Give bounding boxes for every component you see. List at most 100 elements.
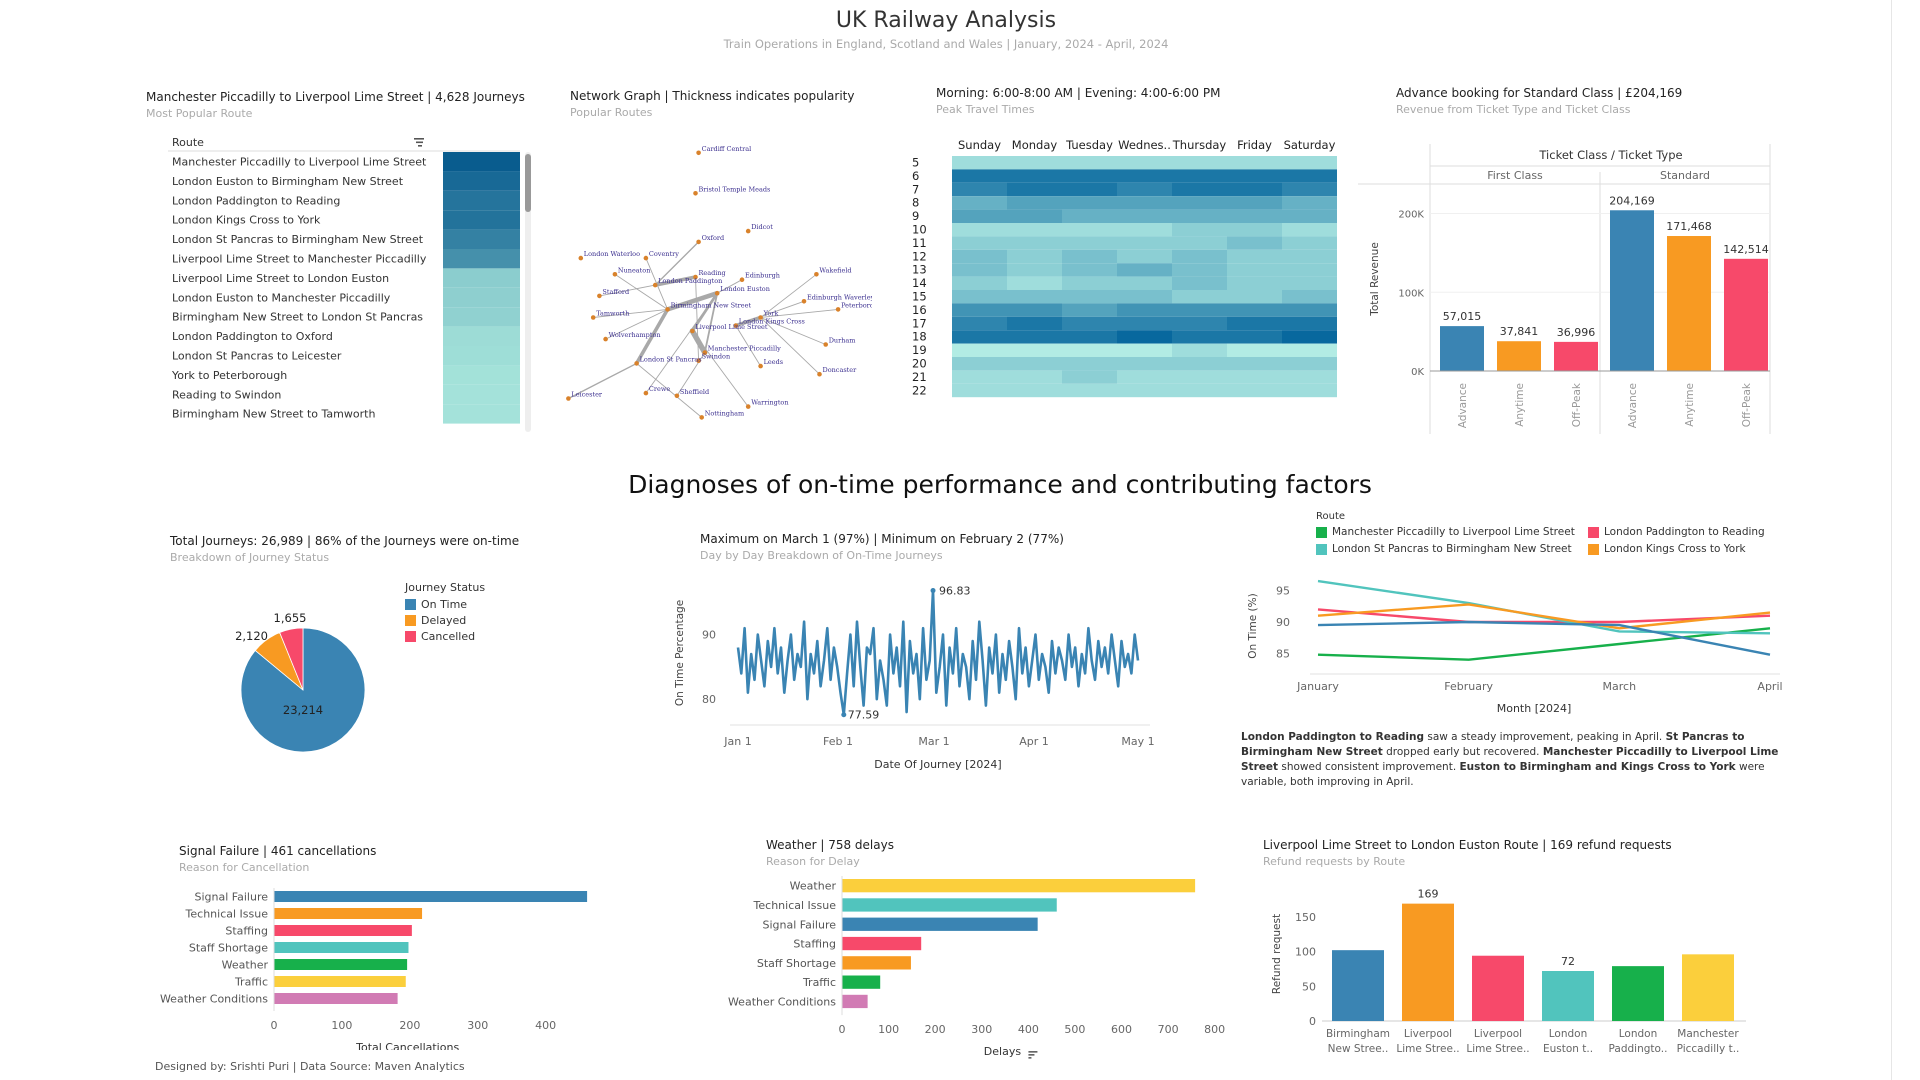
heatmap-cell[interactable] (1062, 290, 1117, 304)
heatmap-cell[interactable] (1227, 383, 1282, 398)
legend-cancelled[interactable]: Cancelled (405, 630, 485, 643)
network-node[interactable] (665, 307, 670, 312)
heatmap-cell[interactable] (952, 196, 1007, 210)
heatmap-cell[interactable] (1282, 316, 1337, 331)
network-node[interactable] (758, 363, 763, 369)
route-cell[interactable] (443, 287, 520, 308)
network-node[interactable] (814, 272, 819, 277)
route-cell[interactable] (443, 152, 520, 172)
heatmap-cell[interactable] (1117, 223, 1172, 237)
bar[interactable] (842, 898, 1057, 912)
heatmap-cell[interactable] (1007, 249, 1062, 264)
heatmap-cell[interactable] (1227, 330, 1282, 344)
heatmap-cell[interactable] (1117, 182, 1172, 197)
heatmap-cell[interactable] (1007, 370, 1062, 384)
heatmap-cell[interactable] (1007, 156, 1062, 170)
revenue-bar[interactable] (1440, 326, 1484, 371)
route-cell[interactable] (443, 229, 520, 249)
route-cell[interactable] (443, 210, 520, 230)
heatmap-cell[interactable] (1282, 156, 1337, 170)
heatmap-cell[interactable] (1007, 236, 1062, 250)
heatmap-cell[interactable] (1117, 263, 1172, 277)
network-node[interactable] (699, 415, 704, 420)
heatmap-cell[interactable] (1227, 357, 1282, 371)
bar[interactable] (842, 956, 911, 970)
heatmap-cell[interactable] (1062, 316, 1117, 331)
heatmap-cell[interactable] (1062, 182, 1117, 197)
heatmap-cell[interactable] (1172, 343, 1227, 357)
heatmap-cell[interactable] (1007, 290, 1062, 304)
heatmap-cell[interactable] (1282, 383, 1337, 398)
heatmap-cell[interactable] (1282, 182, 1337, 197)
heatmap-cell[interactable] (1007, 263, 1062, 277)
bar[interactable] (274, 976, 406, 987)
heatmap-cell[interactable] (952, 182, 1007, 197)
network-node[interactable] (643, 390, 649, 396)
heatmap-cell[interactable] (1282, 169, 1337, 183)
heatmap-cell[interactable] (1227, 156, 1282, 170)
heatmap-cell[interactable] (1227, 290, 1282, 304)
network-node[interactable] (758, 315, 763, 320)
legend-route-manchester[interactable]: Manchester Piccadilly to Liverpool Lime … (1316, 526, 1588, 538)
bar[interactable] (274, 908, 423, 919)
refund-bar[interactable] (1332, 950, 1384, 1021)
heatmap-cell[interactable] (952, 290, 1007, 304)
heatmap-cell[interactable] (1062, 236, 1117, 250)
bar[interactable] (274, 993, 398, 1004)
legend-on-time[interactable]: On Time (405, 598, 485, 611)
bar[interactable] (842, 975, 881, 989)
heatmap-cell[interactable] (1227, 182, 1282, 197)
heatmap-cell[interactable] (1117, 330, 1172, 344)
refund-bar[interactable] (1682, 954, 1734, 1021)
refund-bar[interactable] (1402, 903, 1454, 1021)
network-node[interactable] (739, 277, 745, 282)
heatmap-cell[interactable] (1007, 182, 1062, 197)
heatmap-cell[interactable] (1062, 370, 1117, 384)
heatmap-cell[interactable] (1062, 249, 1117, 264)
heatmap-cell[interactable] (1062, 343, 1117, 357)
heatmap-cell[interactable] (952, 316, 1007, 331)
heatmap-cell[interactable] (1282, 303, 1337, 317)
heatmap-cell[interactable] (952, 249, 1007, 264)
network-node[interactable] (693, 274, 698, 280)
heatmap-cell[interactable] (1172, 276, 1227, 290)
heatmap-cell[interactable] (952, 236, 1007, 250)
heatmap-cell[interactable] (1172, 182, 1227, 197)
network-node[interactable] (652, 282, 658, 288)
heatmap-cell[interactable] (1227, 276, 1282, 290)
refund-bar[interactable] (1542, 971, 1594, 1021)
monthly-series-line[interactable] (1317, 620, 1771, 656)
network-node[interactable] (590, 315, 596, 320)
daily-max-point[interactable] (930, 588, 936, 594)
heatmap-cell[interactable] (1282, 343, 1337, 357)
monthly-series-line[interactable] (1317, 603, 1771, 630)
heatmap-cell[interactable] (952, 209, 1007, 223)
heatmap-cell[interactable] (1227, 263, 1282, 277)
pie-slice[interactable] (279, 627, 304, 691)
heatmap-cell[interactable] (1282, 249, 1337, 264)
network-node[interactable] (835, 307, 841, 312)
heatmap-cell[interactable] (1282, 236, 1337, 250)
heatmap-cell[interactable] (1227, 169, 1282, 183)
heatmap-cell[interactable] (1007, 343, 1062, 357)
bar[interactable] (842, 936, 922, 951)
heatmap-cell[interactable] (1062, 169, 1117, 183)
heatmap-cell[interactable] (1062, 223, 1117, 237)
heatmap-cell[interactable] (952, 357, 1007, 371)
heatmap-cell[interactable] (1172, 169, 1227, 183)
daily-min-point[interactable] (841, 712, 847, 718)
heatmap-cell[interactable] (1007, 316, 1062, 331)
heatmap-cell[interactable] (952, 330, 1007, 344)
heatmap-cell[interactable] (1007, 330, 1062, 344)
legend-route-st-pancras[interactable]: London St Pancras to Birmingham New Stre… (1316, 543, 1588, 555)
network-node[interactable] (745, 228, 751, 234)
heatmap-cell[interactable] (1227, 209, 1282, 223)
heatmap-cell[interactable] (1062, 383, 1117, 398)
bar[interactable] (274, 891, 588, 902)
heatmap-cell[interactable] (1227, 343, 1282, 357)
sort-icon[interactable] (414, 138, 424, 147)
network-node[interactable] (566, 396, 571, 401)
heatmap-cell[interactable] (952, 223, 1007, 237)
heatmap-cell[interactable] (1282, 370, 1337, 384)
heatmap-cell[interactable] (1172, 156, 1227, 170)
